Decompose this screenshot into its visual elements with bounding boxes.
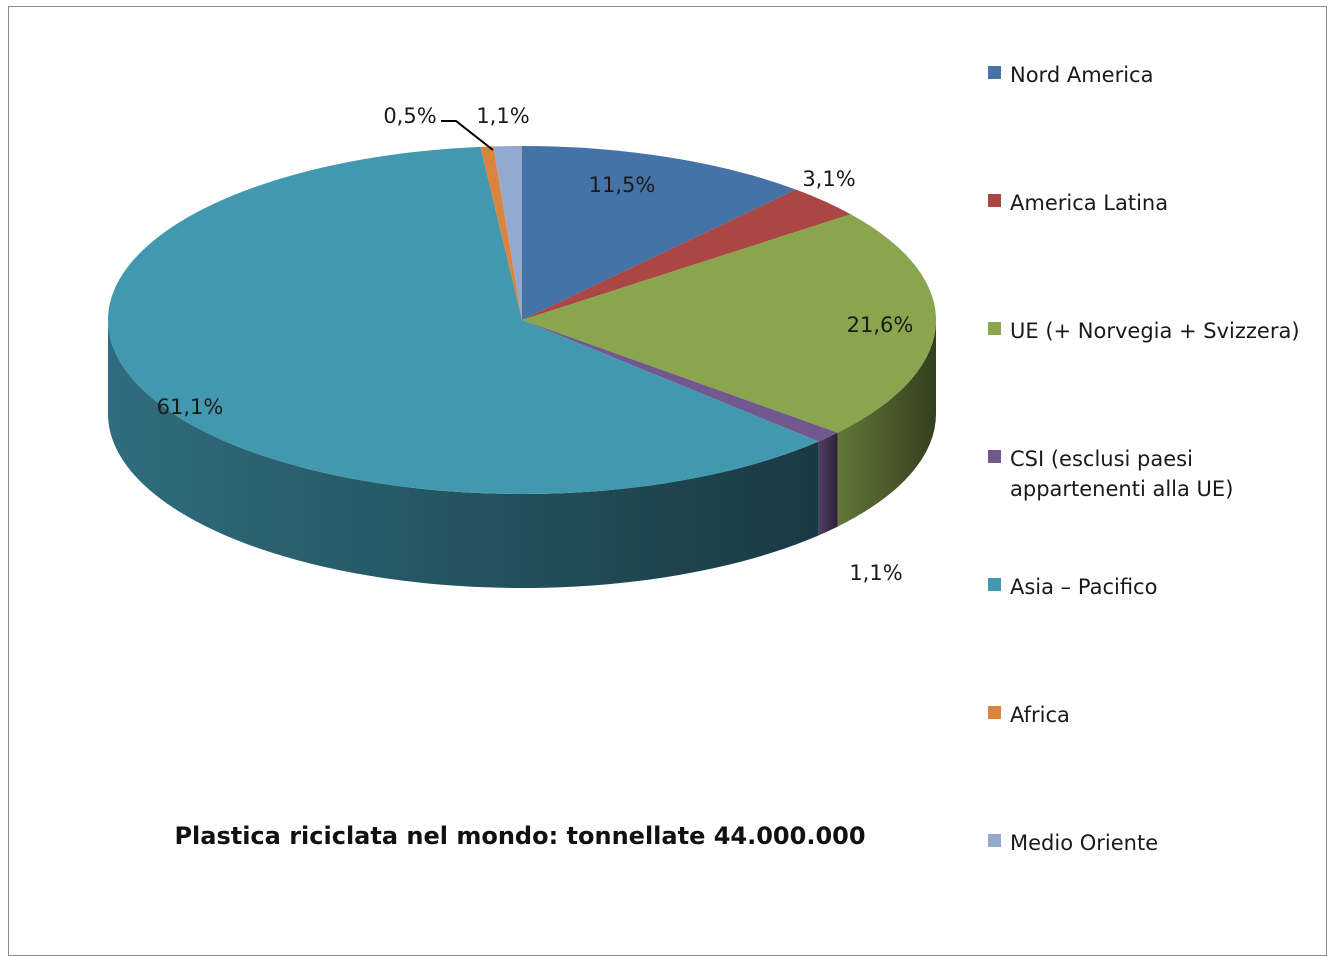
pie-slice-4 — [107, 146, 819, 494]
data-label-6: 1,1% — [476, 104, 529, 128]
pie-slice-5 — [480, 146, 522, 320]
legend-swatch — [988, 450, 1001, 463]
pie-slice-6 — [493, 146, 522, 320]
chart-title: Plastica riciclata nel mondo: tonnellate… — [174, 822, 866, 850]
legend-item: CSI (esclusi paesi appartenenti alla UE) — [988, 444, 1250, 504]
legend-item: Asia – Pacifico — [988, 572, 1310, 602]
pie-side-3 — [818, 432, 838, 536]
legend-item: Medio Oriente — [988, 828, 1310, 858]
legend-item: Africa — [988, 700, 1310, 730]
legend-label: Nord America — [1010, 63, 1154, 87]
pie-slice-2 — [522, 214, 936, 433]
pie-slice-3 — [522, 320, 838, 442]
data-label-1: 3,1% — [802, 167, 855, 191]
data-labels: 11,5% 3,1% 21,6% 1,1% 61,1% 0,5% 1,1% — [157, 104, 914, 585]
legend-label: Africa — [1010, 703, 1070, 727]
legend-label: UE (+ Norvegia + Svizzera) — [1010, 319, 1300, 343]
pie-top — [107, 146, 936, 494]
legend: Nord America America Latina UE (+ Norvegia… — [988, 0, 1328, 942]
data-label-2: 21,6% — [847, 313, 914, 337]
leader-line — [441, 120, 494, 151]
data-label-4: 61,1% — [157, 395, 224, 419]
pie-slice-0 — [522, 146, 796, 320]
legend-item: America Latina — [988, 188, 1310, 218]
legend-label: CSI (esclusi paesi appartenenti alla UE) — [1010, 447, 1234, 501]
data-label-0: 11,5% — [589, 173, 656, 197]
pie-side-2 — [837, 320, 936, 527]
legend-swatch — [988, 194, 1001, 207]
pie-side-4 — [108, 320, 819, 588]
legend-swatch — [988, 322, 1001, 335]
legend-label: Medio Oriente — [1010, 831, 1159, 855]
legend-swatch — [988, 706, 1001, 719]
legend-swatch — [988, 66, 1001, 79]
legend-item: UE (+ Norvegia + Svizzera) — [988, 316, 1310, 346]
pie-sides — [108, 320, 936, 588]
legend-swatch — [988, 578, 1001, 591]
pie-slice-1 — [522, 189, 851, 320]
legend-swatch — [988, 834, 1001, 847]
legend-item: Nord America — [988, 60, 1310, 90]
legend-label: Asia – Pacifico — [1010, 575, 1158, 599]
data-label-5: 0,5% — [383, 104, 436, 128]
data-label-3: 1,1% — [849, 561, 902, 585]
legend-label: America Latina — [1010, 191, 1169, 215]
